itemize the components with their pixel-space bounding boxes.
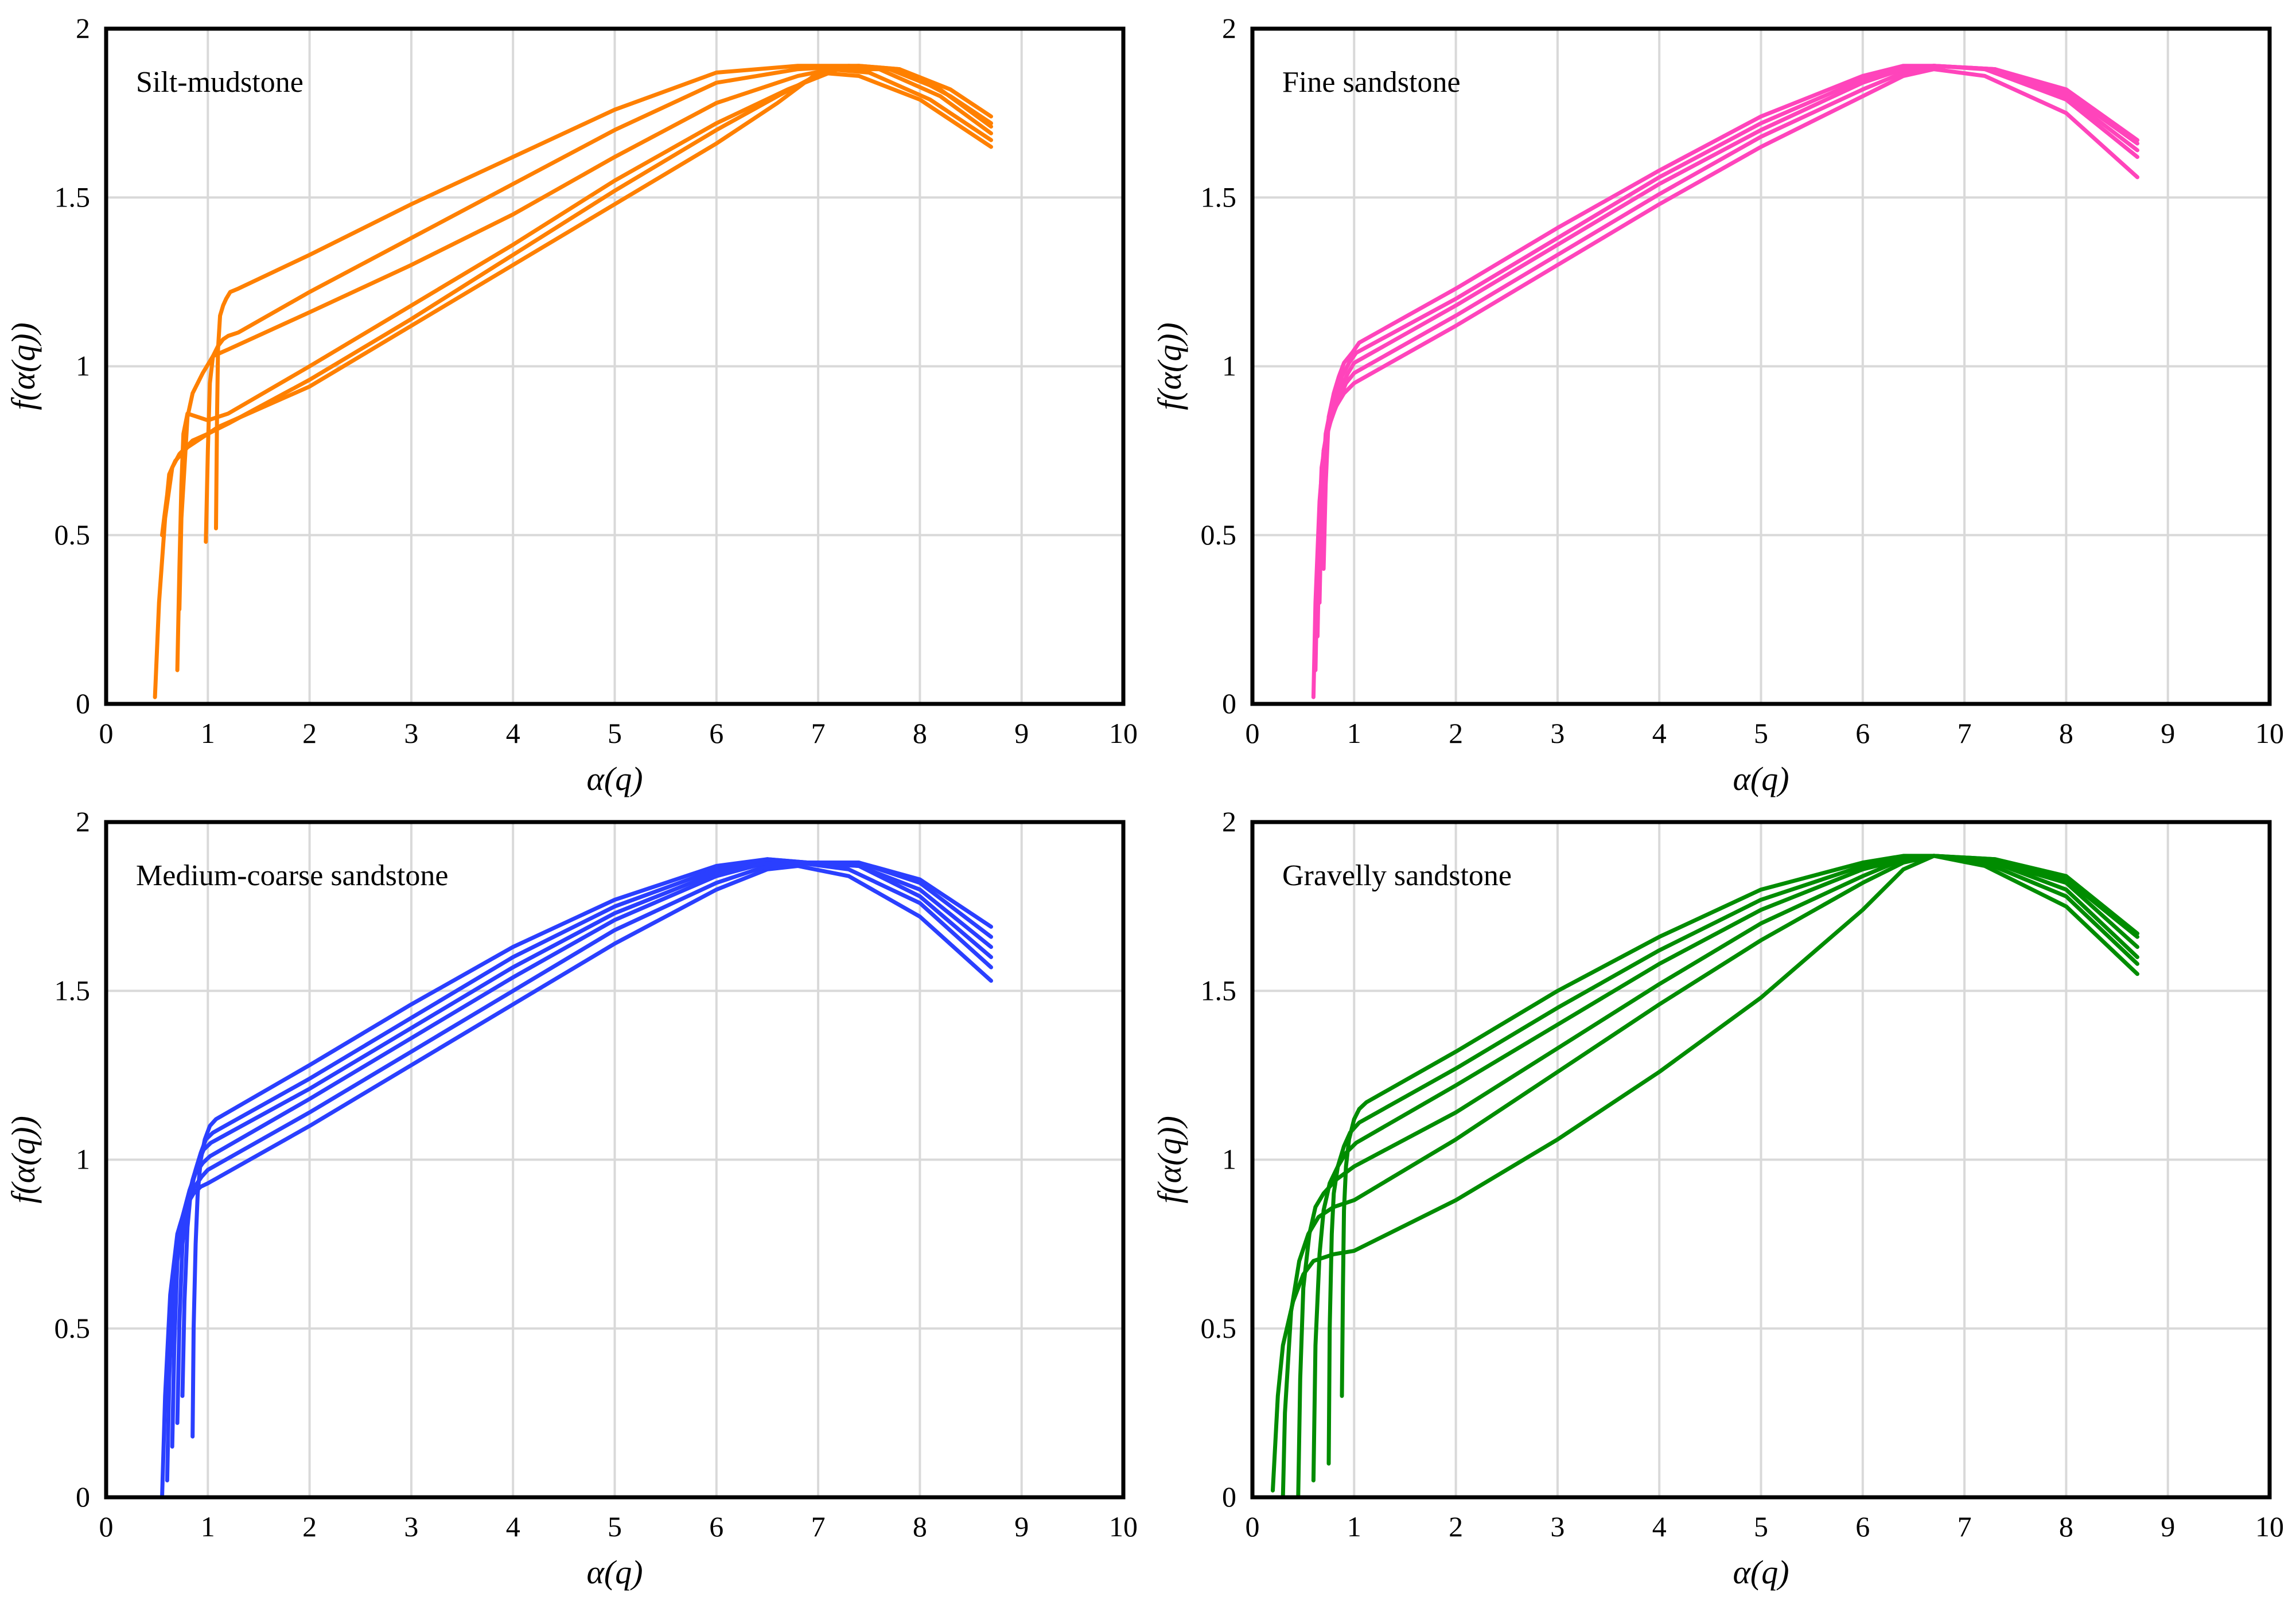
x-tick-label: 5 (1754, 717, 1768, 749)
x-tick-label: 1 (1347, 717, 1361, 749)
plot-frame (1250, 820, 2272, 1500)
panel-title: Medium-coarse sandstone (136, 859, 448, 892)
x-tick-label: 6 (709, 717, 723, 749)
x-tick-label: 9 (1014, 717, 1029, 749)
x-tick-label: 7 (1958, 717, 1972, 749)
series-line (175, 67, 993, 672)
plot-frame (1250, 26, 2272, 706)
x-tick-label: 9 (2161, 717, 2175, 749)
x-tick-label: 7 (811, 717, 826, 749)
x-tick-label: 0 (99, 1510, 114, 1543)
x-tick-label: 9 (1014, 1510, 1029, 1543)
series-line (1340, 854, 2139, 1398)
y-tick-label: 2 (76, 805, 90, 838)
x-axis-label: α(q) (586, 1554, 643, 1591)
x-tick-label: 6 (1855, 717, 1870, 749)
x-tick-label: 2 (302, 1510, 317, 1543)
y-tick-label: 1 (76, 350, 90, 382)
y-tick-label: 0 (1222, 1481, 1236, 1513)
x-tick-label: 8 (2059, 717, 2073, 749)
y-axis-label: f(α(q)) (5, 1116, 42, 1204)
x-tick-label: 1 (1347, 1510, 1361, 1543)
y-axis-label: f(α(q)) (5, 322, 42, 410)
chart-panel: 0 1 2 3 4 5 6 7 8 9 10 0 0.5 1 1.5 2 α(q) f(α(q)) Gravelly… (1151, 805, 2284, 1591)
x-tick-label: 0 (1246, 1510, 1260, 1543)
panel-title: Fine sandstone (1282, 66, 1461, 99)
y-tick-label: 2 (76, 12, 90, 44)
series-line (1321, 64, 2139, 571)
y-axis-label: f(α(q)) (1151, 322, 1188, 410)
x-tick-label: 8 (913, 717, 927, 749)
plot-frame (104, 820, 1126, 1500)
y-tick-label: 0.5 (55, 1312, 91, 1344)
x-tick-label: 5 (1754, 1510, 1768, 1543)
y-axis-label: f(α(q)) (1151, 1116, 1188, 1204)
panel-title: Gravelly sandstone (1282, 859, 1512, 892)
y-tick-label: 0.5 (1201, 519, 1237, 551)
x-axis-label: α(q) (1733, 1554, 1789, 1591)
series-line (214, 64, 993, 531)
x-tick-label: 4 (506, 1510, 520, 1543)
x-axis-label: α(q) (1733, 760, 1789, 797)
x-tick-label: 2 (1449, 1510, 1463, 1543)
x-tick-label: 8 (2059, 1510, 2073, 1543)
chart-panel: 0 1 2 3 4 5 6 7 8 9 10 0 0.5 1 1.5 2 α(q) f(α(q)) Medium-c… (5, 805, 1138, 1591)
y-tick-label: 2 (1222, 12, 1236, 44)
x-tick-label: 6 (709, 1510, 723, 1543)
y-tick-label: 1 (1222, 350, 1236, 382)
x-tick-label: 4 (1652, 1510, 1667, 1543)
x-tick-label: 0 (1246, 717, 1260, 749)
x-tick-label: 4 (506, 717, 520, 749)
y-tick-label: 0.5 (55, 519, 91, 551)
y-tick-label: 1 (1222, 1143, 1236, 1175)
x-tick-label: 3 (404, 1510, 418, 1543)
x-tick-label: 1 (201, 717, 215, 749)
y-tick-label: 0.5 (1201, 1312, 1237, 1344)
x-tick-label: 7 (1958, 1510, 1972, 1543)
x-tick-label: 10 (1109, 1510, 1138, 1543)
y-tick-label: 2 (1222, 805, 1236, 838)
y-tick-label: 0 (1222, 687, 1236, 719)
y-tick-label: 1.5 (1201, 974, 1237, 1006)
y-tick-label: 0 (76, 1481, 90, 1513)
x-tick-label: 5 (608, 717, 622, 749)
panel-title: Silt-mudstone (136, 66, 303, 99)
plot-frame (104, 26, 1126, 706)
x-tick-label: 6 (1855, 1510, 1870, 1543)
x-tick-label: 3 (1550, 717, 1565, 749)
series-line (190, 857, 993, 1439)
x-tick-label: 1 (201, 1510, 215, 1543)
y-tick-label: 1.5 (1201, 181, 1237, 213)
x-tick-label: 9 (2161, 1510, 2175, 1543)
y-tick-label: 0 (76, 687, 90, 719)
x-tick-label: 0 (99, 717, 114, 749)
x-tick-label: 8 (913, 1510, 927, 1543)
x-tick-label: 7 (811, 1510, 826, 1543)
y-tick-label: 1 (76, 1143, 90, 1175)
x-tick-label: 10 (2255, 717, 2284, 749)
x-tick-label: 3 (1550, 1510, 1565, 1543)
y-tick-label: 1.5 (55, 181, 91, 213)
x-tick-label: 10 (2255, 1510, 2284, 1543)
x-tick-label: 2 (302, 717, 317, 749)
x-tick-label: 4 (1652, 717, 1667, 749)
x-tick-label: 10 (1109, 717, 1138, 749)
x-tick-label: 5 (608, 1510, 622, 1543)
chart-panel: 0 1 2 3 4 5 6 7 8 9 10 0 0.5 1 1.5 2 α(q) f(α(q)) Fine san… (1151, 12, 2284, 797)
chart-panels: 0 1 2 3 4 5 6 7 8 9 1000.511.52α(q)f(α(q))Silt-mud… (5, 12, 2284, 1591)
chart-panel: 0 1 2 3 4 5 6 7 8 9 10 0 0.5 1 1.5 2 α(q) f(α(q)) Silt-mud… (5, 12, 1138, 797)
y-tick-label: 1.5 (55, 974, 91, 1006)
x-tick-label: 2 (1449, 717, 1463, 749)
x-tick-label: 3 (404, 717, 418, 749)
x-axis-label: α(q) (586, 760, 643, 797)
